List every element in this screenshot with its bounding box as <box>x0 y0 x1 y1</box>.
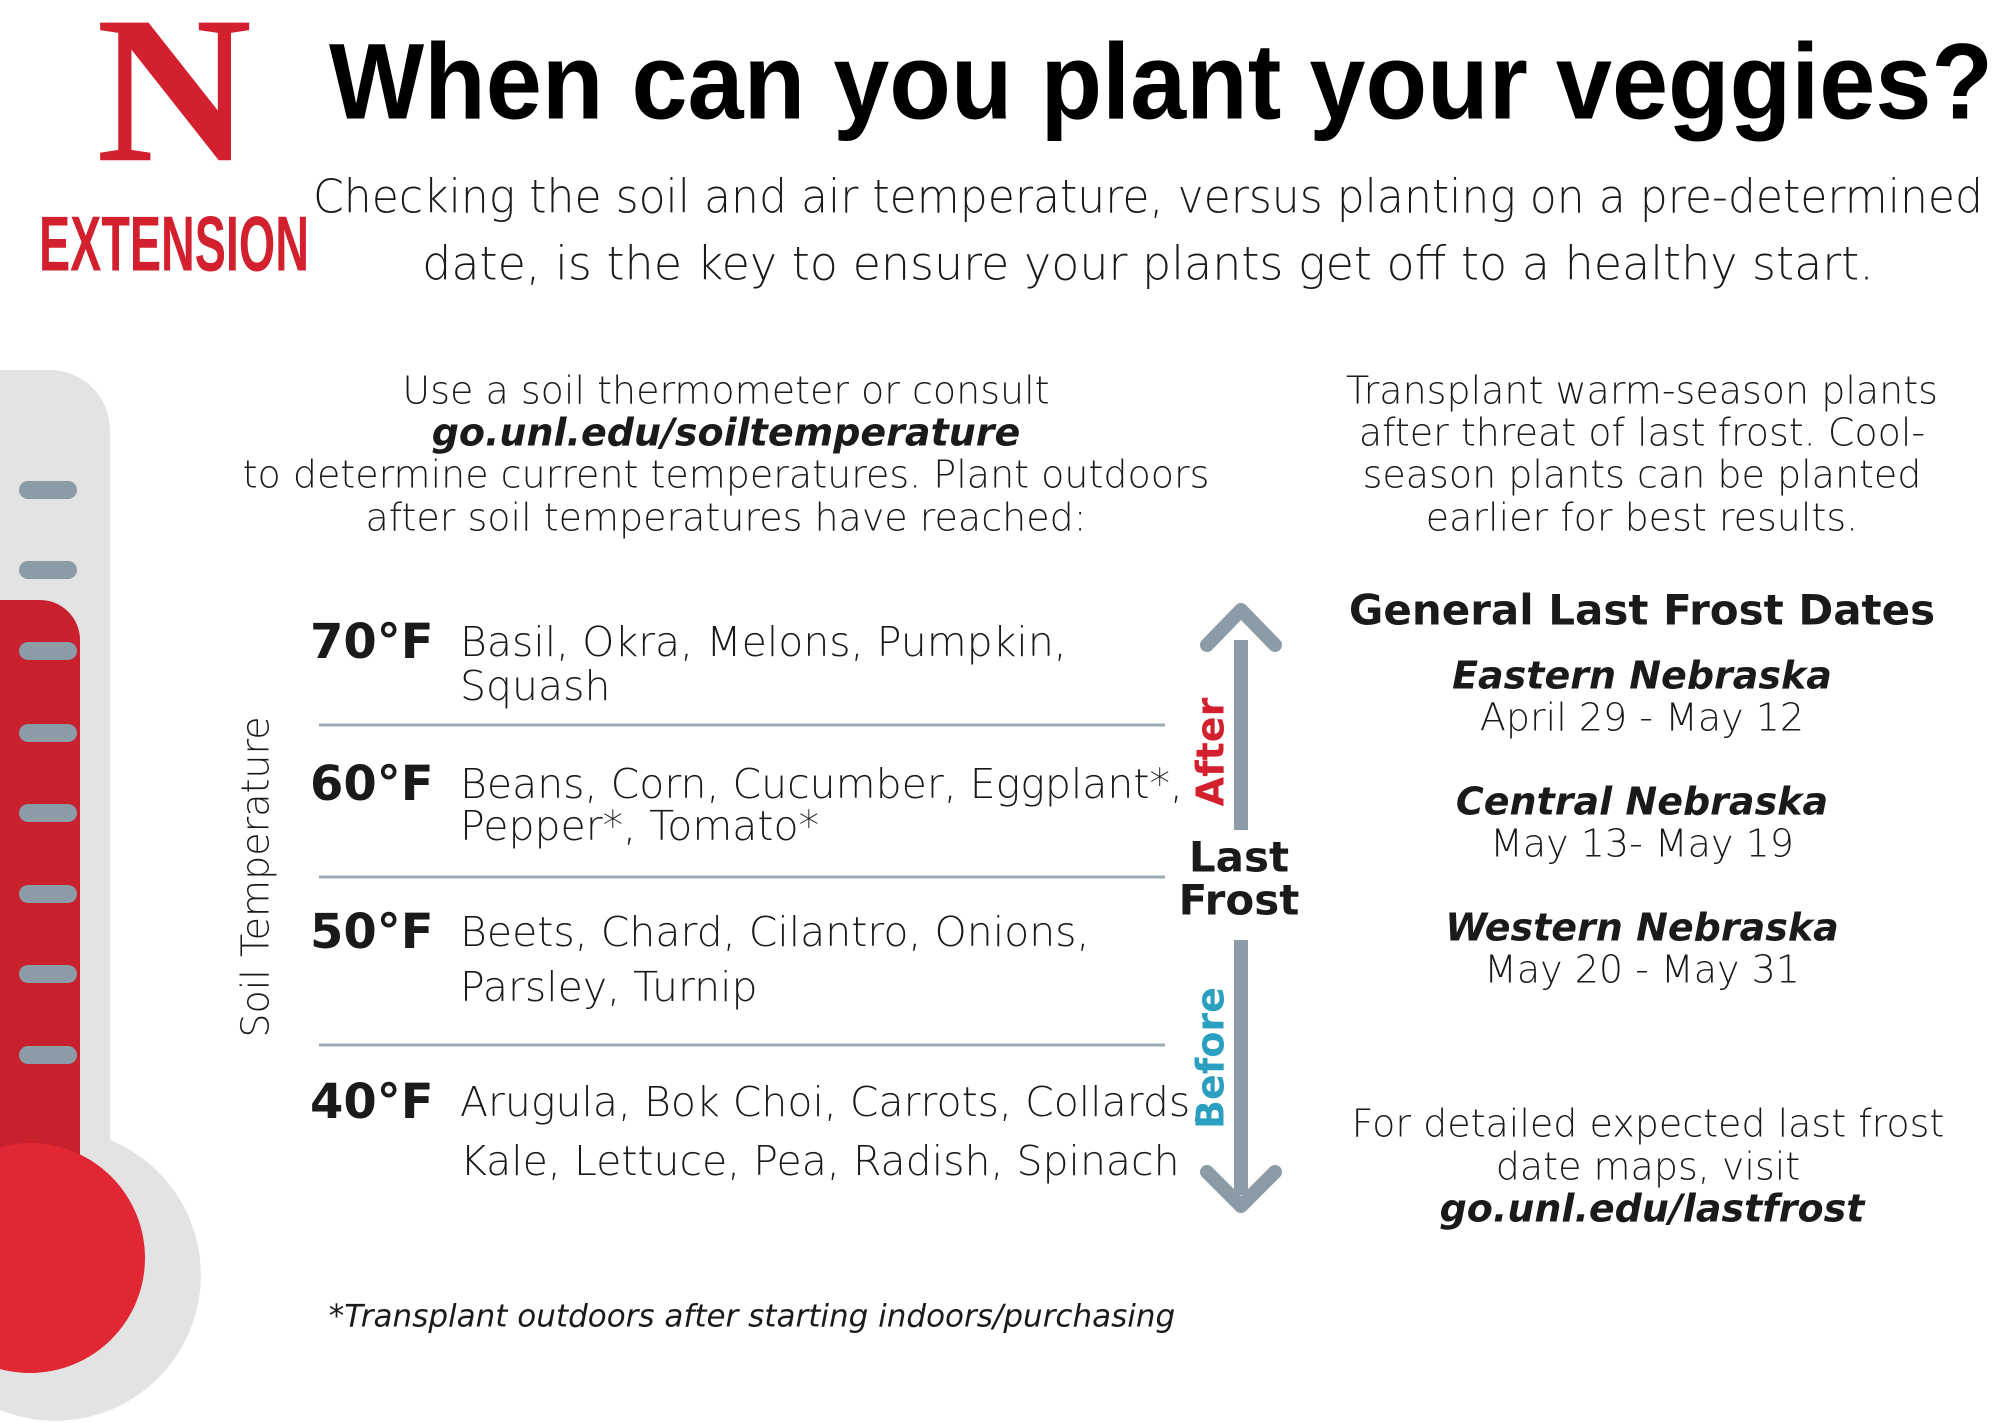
plant-list: Arugula, Bok Choi, Carrots, Collards, <box>460 1078 1203 1126</box>
logo-letter: N <box>96 0 252 206</box>
plant-list: Beans, Corn, Cucumber, Eggplant*, <box>460 760 1183 808</box>
thermometer-ticks <box>19 481 77 1064</box>
temperature-rows: 70°F Basil, Okra, Melons, Pumpkin,Squash 6… <box>310 614 1203 1185</box>
before-label: Before <box>1189 987 1233 1129</box>
plant-list: Kale, Lettuce, Pea, Radish, Spinach <box>460 1137 1180 1185</box>
after-label: After <box>1189 697 1233 806</box>
intro-line: after soil temperatures have reached: <box>366 496 1087 540</box>
region-dates: May 13- May 19 <box>1490 822 1794 866</box>
region-name: Eastern Nebraska <box>1452 654 1832 698</box>
logo-text: EXTENSION <box>39 200 309 288</box>
intro-line: to determine current temperatures. Plant… <box>243 453 1210 497</box>
region-dates: May 20 - May 31 <box>1484 948 1800 992</box>
detail-line: date maps, visit <box>1496 1145 1800 1189</box>
footnote: *Transplant outdoors after starting indo… <box>329 1299 1175 1335</box>
plant-list: Beets, Chard, Cilantro, Onions, <box>460 908 1090 956</box>
detail-line: For detailed expected last frost <box>1352 1102 1945 1146</box>
region-name: Central Nebraska <box>1456 780 1828 824</box>
last-frost-label: Last <box>1189 833 1289 882</box>
subtitle-line: date, is the key to ensure your plants g… <box>422 237 1874 291</box>
last-frost-label: Frost <box>1179 876 1300 925</box>
transplant-line: after threat of last frost. Cool- <box>1359 411 1925 455</box>
frost-arrow <box>1200 603 1282 1213</box>
region-dates: April 29 - May 12 <box>1480 696 1804 740</box>
link[interactable]: go.unl.edu/soiltemperature <box>432 411 1021 455</box>
plant-list: Parsley, Turnip <box>460 963 758 1011</box>
logo: N EXTENSION <box>39 0 309 288</box>
link[interactable]: go.unl.edu/lastfrost <box>1440 1187 1867 1231</box>
temperature: 50°F <box>310 904 434 960</box>
title: When can you plant your veggies? <box>329 21 1993 142</box>
temperature: 40°F <box>310 1074 434 1130</box>
intro-line: Use a soil thermometer or consult <box>402 369 1049 413</box>
transplant-line: Transplant warm-season plants <box>1346 369 1938 413</box>
thermometer <box>0 370 201 1421</box>
subtitle-line: Checking the soil and air temperature, v… <box>313 170 1983 224</box>
axis-label: Soil Temperature <box>234 716 278 1037</box>
transplant-line: earlier for best results. <box>1426 496 1858 540</box>
frost-heading: General Last Frost Dates <box>1349 586 1935 635</box>
region-name: Western Nebraska <box>1445 906 1839 950</box>
transplant-line: season plants can be planted <box>1363 453 1922 497</box>
plant-list: Pepper*, Tomato* <box>460 802 819 850</box>
temperature: 60°F <box>310 756 434 812</box>
plant-list: Basil, Okra, Melons, Pumpkin, <box>460 618 1067 666</box>
temperature: 70°F <box>310 614 434 670</box>
plant-list: Squash <box>460 662 611 710</box>
